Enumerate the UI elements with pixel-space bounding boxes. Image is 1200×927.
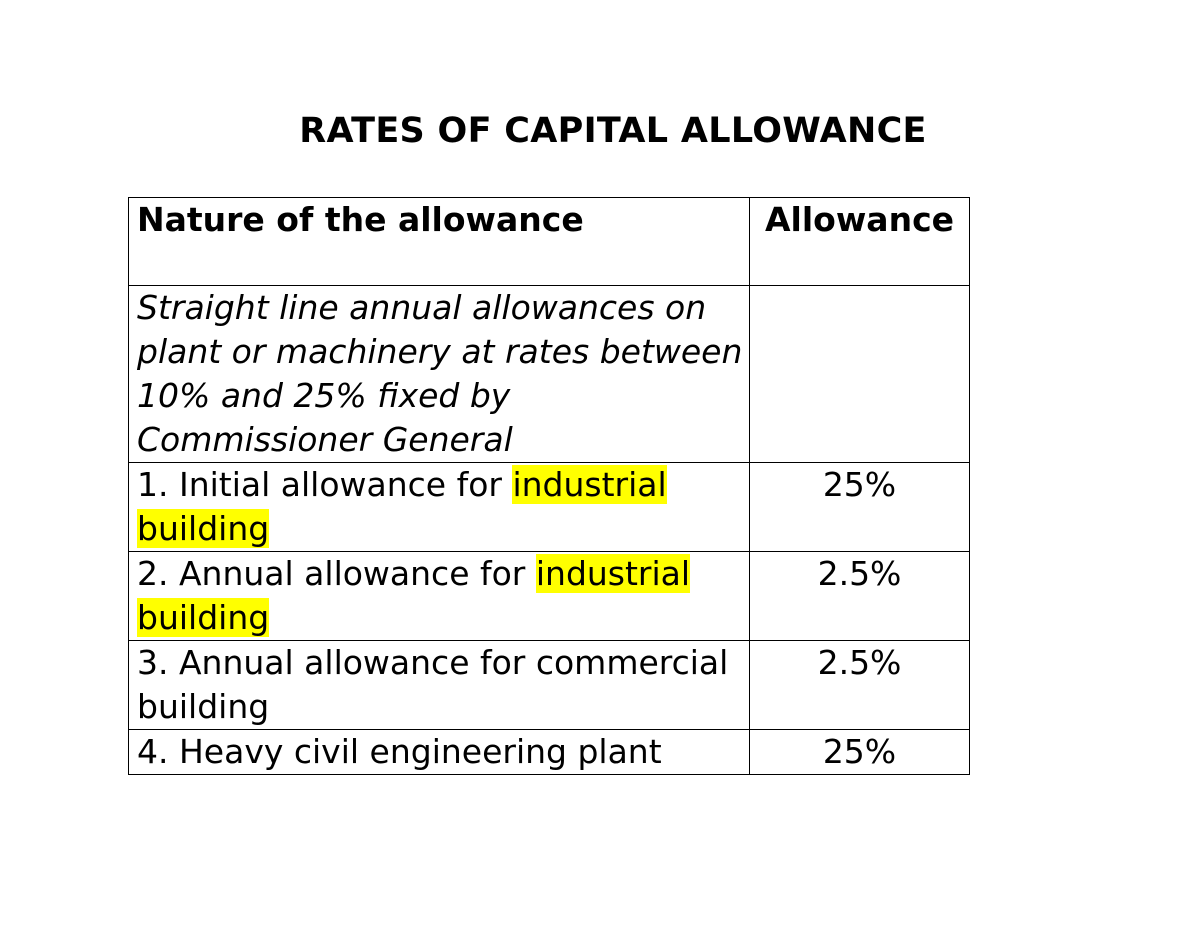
- table-header-row: Nature of the allowance Allowance: [128, 197, 970, 286]
- row-rate: 25%: [749, 462, 970, 552]
- row-rate: 25%: [749, 729, 970, 775]
- table-row: 2. Annual allowance for industrial build…: [128, 551, 970, 641]
- table-row: 1. Initial allowance for industrial buil…: [128, 462, 970, 552]
- header-nature: Nature of the allowance: [128, 197, 750, 286]
- row-label: 4. Heavy civil engineering plant: [128, 729, 750, 775]
- row-label: 1. Initial allowance for industrial buil…: [128, 462, 750, 552]
- allowance-rates-table: Nature of the allowance Allowance Straig…: [128, 197, 970, 775]
- row-rate: 2.5%: [749, 551, 970, 641]
- header-allowance: Allowance: [749, 197, 970, 286]
- table-row-intro: Straight line annual allowances on plant…: [128, 285, 970, 463]
- row-label-text: 2. Annual allowance for: [137, 554, 536, 593]
- row-label: 2. Annual allowance for industrial build…: [128, 551, 750, 641]
- row-rate: 2.5%: [749, 640, 970, 730]
- table-row: 3. Annual allowance for commercial build…: [128, 640, 970, 730]
- intro-rate-empty: [749, 285, 970, 463]
- row-label-text: 4. Heavy civil engineering plant: [137, 732, 662, 771]
- row-label-text: 3. Annual allowance for commercial build…: [137, 643, 729, 726]
- row-label: 3. Annual allowance for commercial build…: [128, 640, 750, 730]
- page-title: RATES OF CAPITAL ALLOWANCE: [299, 111, 927, 151]
- row-label-text: 1. Initial allowance for: [137, 465, 513, 504]
- intro-cell: Straight line annual allowances on plant…: [128, 285, 750, 463]
- table-row: 4. Heavy civil engineering plant 25%: [128, 729, 970, 775]
